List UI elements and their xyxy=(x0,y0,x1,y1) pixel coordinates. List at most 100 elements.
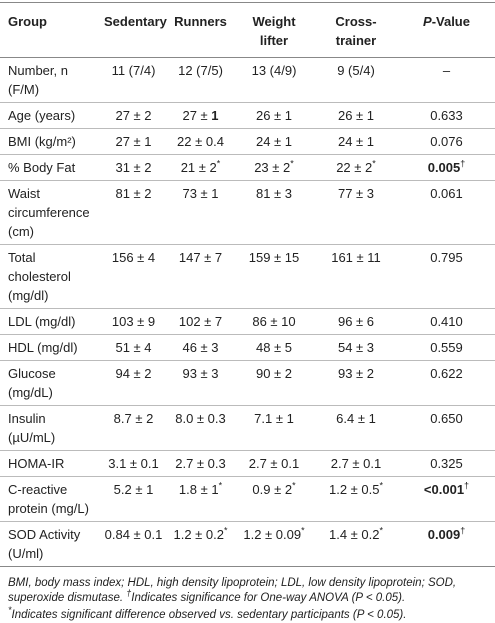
column-header: Runners xyxy=(174,14,227,29)
text-segment: * xyxy=(224,525,228,536)
table-cell: 93 ± 2 xyxy=(337,366,375,381)
text-segment: 23 ± 2 xyxy=(254,160,291,175)
table-cell: 147 ± 7 xyxy=(178,250,223,265)
table-head: Group Sedentary Runners Weight lifter Cross-… xyxy=(0,2,495,58)
text-segment: <0.001 xyxy=(423,482,465,497)
row-label: HOMA-IR xyxy=(8,456,65,471)
table-cell: 0.795 xyxy=(430,250,463,265)
table-cell: 156 ± 4 xyxy=(111,250,156,265)
column-header: Cross-trainer xyxy=(335,14,377,48)
table-row: Glucose (mg/dL) 94 ± 2 93 ± 3 90 ± 2 93 ± 2 0… xyxy=(0,361,495,406)
text-segment: 0.009 xyxy=(427,527,461,542)
table-cell: 0.84 ± 0.1 xyxy=(104,527,163,542)
table-cell: 48 ± 5 xyxy=(255,340,293,355)
footnotes: BMI, body mass index; HDL, high density … xyxy=(0,567,495,623)
table-cell: <0.001† xyxy=(398,477,495,522)
text-segment: † xyxy=(464,480,470,491)
table-row: Insulin (µU/mL) 8.7 ± 2 8.0 ± 0.3 7.1 ± 1 6.… xyxy=(0,406,495,451)
table-cell: 1.2 ± 0.09* xyxy=(234,522,314,567)
table-cell: – xyxy=(442,63,451,78)
table-cell: 159 ± 15 xyxy=(248,250,300,265)
table-cell: 6.4 ± 1 xyxy=(336,411,376,426)
column-header: Group xyxy=(8,14,47,29)
table-cell: 0.633 xyxy=(430,108,463,123)
table-row: HDL (mg/dl) 51 ± 4 46 ± 3 48 ± 5 54 ± 3 0.559 xyxy=(0,335,495,361)
table-cell: 90 ± 2 xyxy=(255,366,293,381)
table-row: BMI (kg/m²) 27 ± 1 22 ± 0.4 24 ± 1 24 ± 1 0.0… xyxy=(0,129,495,155)
row-label: Insulin (µU/mL) xyxy=(8,411,56,445)
text-segment: * xyxy=(372,158,376,169)
table-row: SOD Activity (U/ml) 0.84 ± 0.1 1.2 ± 0.2* 1… xyxy=(0,522,495,567)
table-cell: 24 ± 1 xyxy=(337,134,375,149)
table-cell: 23 ± 2* xyxy=(234,155,314,181)
row-label: Glucose (mg/dL) xyxy=(8,366,56,400)
footnote: *Indicates significant difference observ… xyxy=(8,606,487,623)
table-cell: 22 ± 0.4 xyxy=(177,134,224,149)
table-row: Total cholesterol (mg/dl) 156 ± 4 147 ± 7 1… xyxy=(0,245,495,309)
table-row: C-reactive protein (mg/L) 5.2 ± 1 1.8 ± 1*… xyxy=(0,477,495,522)
table-cell: 0.9 ± 2* xyxy=(234,477,314,522)
table-cell: 94 ± 2 xyxy=(115,366,152,381)
table-row: % Body Fat 31 ± 2 21 ± 2* 23 ± 2* 22 ± 2* 0.0… xyxy=(0,155,495,181)
text-segment: Indicates significance for One-way ANOVA… xyxy=(131,592,406,604)
text-segment: Indicates significant difference observe… xyxy=(11,609,407,621)
text-segment: 1.2 ± 0.2 xyxy=(173,527,224,542)
table-cell: 46 ± 3 xyxy=(182,340,219,355)
table-cell: 12 (7/5) xyxy=(178,63,223,78)
text-segment: † xyxy=(460,158,466,169)
text-segment: * xyxy=(218,480,223,491)
table-cell: 26 ± 1 xyxy=(337,108,375,123)
table-row: Waist circumference (cm) 81 ± 2 73 ± 1 81 ±… xyxy=(0,181,495,245)
table-cell: 77 ± 3 xyxy=(337,186,375,201)
row-label: SOD Activity (U/ml) xyxy=(8,527,81,561)
header-row: Group Sedentary Runners Weight lifter Cross-… xyxy=(0,2,495,58)
table-cell: 93 ± 3 xyxy=(182,366,219,381)
table-cell: 2.7 ± 0.1 xyxy=(330,456,382,471)
table-cell: 27 ± 2 xyxy=(115,108,152,123)
table-cell: 0.325 xyxy=(430,456,463,471)
row-label: Age (years) xyxy=(8,108,76,123)
table-cell: 24 ± 1 xyxy=(255,134,293,149)
text-segment: * xyxy=(301,525,305,536)
table-cell: 81 ± 2 xyxy=(115,186,152,201)
table-cell: 5.2 ± 1 xyxy=(113,482,154,497)
text-segment: 0.9 ± 2 xyxy=(252,482,293,497)
text-segment: 1 xyxy=(211,108,219,123)
table-cell: 27 ± 1 xyxy=(115,134,152,149)
row-label: Number, n (F/M) xyxy=(8,63,68,97)
table-cell: 1.2 ± 0.2* xyxy=(167,522,234,567)
table-cell: 96 ± 6 xyxy=(337,314,375,329)
table-cell: 8.0 ± 0.3 xyxy=(175,411,226,426)
row-label: HDL (mg/dl) xyxy=(8,340,78,355)
row-label: Waist circumference (cm) xyxy=(8,186,90,239)
table-body: Number, n (F/M) 11 (7/4) 12 (7/5) 13 (4/9) 9… xyxy=(0,58,495,567)
table-cell: 0.009† xyxy=(398,522,495,567)
table-cell: 7.1 ± 1 xyxy=(254,411,294,426)
table-cell: 31 ± 2 xyxy=(115,160,152,175)
text-segment: * xyxy=(379,480,384,491)
text-segment: 0.005 xyxy=(427,160,461,175)
text-segment: P xyxy=(423,14,432,29)
table-cell: 8.7 ± 2 xyxy=(113,411,154,426)
footnote: BMI, body mass index; HDL, high density … xyxy=(8,576,487,606)
table-cell: 0.559 xyxy=(430,340,463,355)
table-cell: 11 (7/4) xyxy=(111,63,156,78)
table-row: Number, n (F/M) 11 (7/4) 12 (7/5) 13 (4/9) 9… xyxy=(0,58,495,103)
table-cell: 13 (4/9) xyxy=(251,63,297,78)
table-cell: 54 ± 3 xyxy=(337,340,375,355)
row-label: BMI (kg/m²) xyxy=(8,134,76,149)
table-cell: 0.650 xyxy=(430,411,463,426)
table-cell: 21 ± 2* xyxy=(167,155,234,181)
text-segment: † xyxy=(126,588,132,599)
table-cell: 3.1 ± 0.1 xyxy=(108,456,159,471)
table-cell: 0.622 xyxy=(430,366,463,381)
text-segment: 1.2 ± 0.09 xyxy=(243,527,302,542)
table-cell: 161 ± 11 xyxy=(331,250,381,265)
table-row: HOMA-IR 3.1 ± 0.1 2.7 ± 0.3 2.7 ± 0.1 2.7 ± … xyxy=(0,451,495,477)
table-cell: 1.2 ± 0.5* xyxy=(314,477,398,522)
table-cell: 51 ± 4 xyxy=(115,340,152,355)
text-segment: 22 ± 2 xyxy=(336,160,373,175)
table-cell: 102 ± 7 xyxy=(178,314,223,329)
